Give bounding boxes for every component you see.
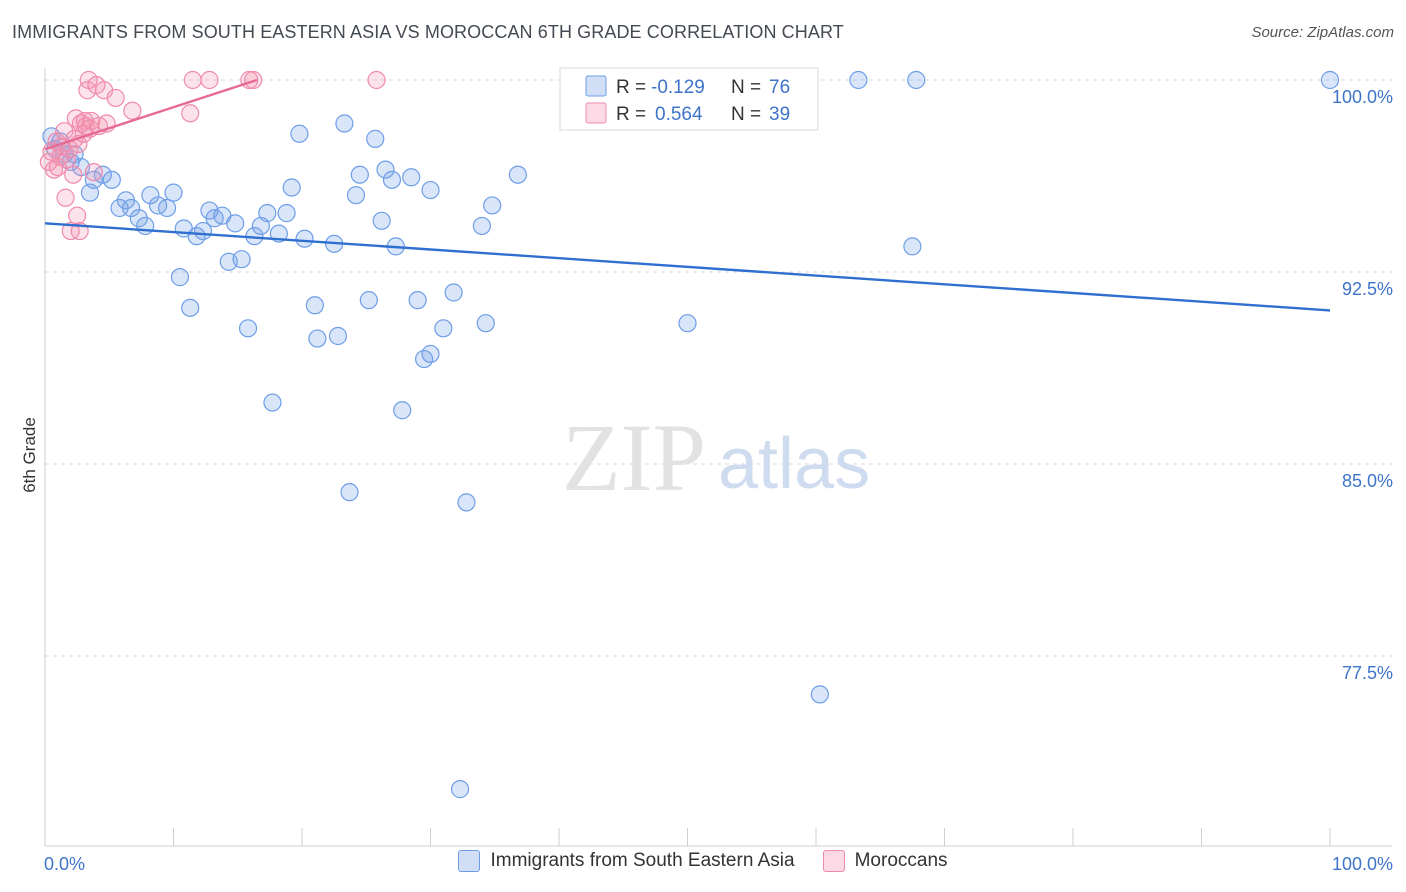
point-sea (907, 70, 926, 90)
point-sea (308, 329, 327, 348)
point-sea (402, 168, 421, 187)
point-sea (450, 780, 470, 799)
legend-n-label-2: N = (731, 104, 761, 125)
point-moroccan (64, 165, 83, 184)
series-legend: Immigrants from South Eastern Asia Moroc… (0, 850, 1406, 872)
y-tick-label: 100.0% (1332, 87, 1393, 107)
x-tick-label: 0.0% (44, 854, 85, 874)
point-sea (421, 344, 440, 364)
point-sea (340, 483, 359, 502)
y-axis-label: 6th Grade (20, 417, 39, 493)
legend-swatch-pink (585, 102, 607, 124)
legend-item-moroccans[interactable]: Moroccans (822, 850, 948, 872)
watermark-atlas: atlas (718, 424, 870, 504)
point-moroccan (181, 104, 200, 123)
point-sea (472, 216, 491, 236)
point-sea (181, 298, 200, 317)
y-tick-label: 92.5% (1342, 279, 1393, 299)
point-sea (483, 196, 502, 215)
point-sea (393, 401, 412, 420)
point-sea (226, 214, 245, 233)
point-moroccan (200, 70, 219, 90)
point-sea (277, 204, 296, 223)
point-sea (232, 250, 251, 269)
point-sea (263, 393, 282, 412)
legend-swatch-sea (458, 850, 481, 872)
stats-legend: R = -0.129 N = 76 R = 0.564 N = 39 (559, 67, 819, 131)
point-sea (328, 326, 348, 346)
point-sea (157, 198, 177, 218)
point-moroccan (123, 101, 142, 120)
legend-item-sea[interactable]: Immigrants from South Eastern Asia (458, 850, 795, 872)
legend-n-label-1: N = (731, 77, 761, 98)
point-moroccan (68, 206, 87, 225)
point-moroccan (56, 188, 75, 207)
point-sea (121, 198, 141, 218)
trend-lines (44, 78, 1331, 312)
point-sea (84, 170, 103, 189)
point-sea (849, 70, 868, 90)
point-sea (476, 314, 495, 333)
legend-swatch-moroccans (822, 850, 845, 872)
data-points (39, 70, 1340, 799)
watermark-zip: ZIP (562, 404, 706, 511)
axes (44, 68, 1392, 847)
point-moroccan (106, 88, 125, 108)
legend-r-label-1: R = (616, 77, 646, 98)
source-credit: Source: ZipAtlas.com (1251, 24, 1394, 41)
y-tick-label: 77.5% (1342, 663, 1393, 683)
point-sea (164, 183, 183, 202)
point-moroccan (84, 163, 103, 182)
legend-label-moroccans: Moroccans (854, 850, 948, 871)
point-sea (282, 178, 301, 197)
y-tick-label: 85.0% (1342, 471, 1393, 491)
point-sea (678, 314, 697, 333)
chart-title: IMMIGRANTS FROM SOUTH EASTERN ASIA VS MO… (12, 22, 844, 42)
point-sea (508, 165, 527, 184)
point-sea (102, 170, 121, 189)
point-sea (350, 165, 369, 184)
point-sea (382, 170, 402, 189)
point-sea (372, 211, 391, 230)
point-sea (136, 216, 155, 236)
point-sea (444, 283, 463, 302)
gridlines (45, 79, 1392, 657)
point-sea (376, 160, 395, 179)
point-sea (258, 204, 277, 223)
point-sea (305, 296, 324, 315)
point-sea (359, 291, 378, 310)
watermark: ZIP atlas (562, 404, 870, 511)
point-sea (903, 237, 922, 256)
point-moroccan (183, 70, 202, 90)
trend-line-moroccan (44, 78, 258, 151)
legend-r-label-2: R = (616, 104, 646, 125)
tick-labels: 100.0% 92.5% 85.0% 77.5% 0.0% 100.0% (44, 87, 1393, 874)
point-sea (290, 124, 309, 143)
legend-n-value-2: 39 (769, 104, 790, 125)
point-sea (1320, 70, 1340, 90)
point-sea (421, 180, 440, 200)
point-sea (295, 229, 314, 248)
point-sea (170, 268, 190, 287)
point-sea (335, 114, 354, 133)
point-sea (346, 186, 366, 205)
point-moroccan (367, 70, 386, 90)
x-tick-label: 100.0% (1332, 854, 1393, 874)
legend-label-sea: Immigrants from South Eastern Asia (490, 850, 795, 871)
legend-swatch-blue (585, 75, 607, 97)
point-sea (238, 319, 258, 338)
legend-n-value-1: 76 (769, 77, 790, 98)
trend-line-sea (44, 222, 1331, 312)
point-sea (810, 685, 829, 704)
point-sea (434, 319, 453, 338)
legend-r-value-1: -0.129 (651, 77, 705, 98)
point-sea (408, 291, 427, 310)
point-sea (457, 493, 476, 512)
legend-r-value-2: 0.564 (655, 104, 703, 125)
point-moroccan (55, 122, 74, 141)
point-sea (366, 129, 385, 148)
point-sea (141, 186, 160, 205)
